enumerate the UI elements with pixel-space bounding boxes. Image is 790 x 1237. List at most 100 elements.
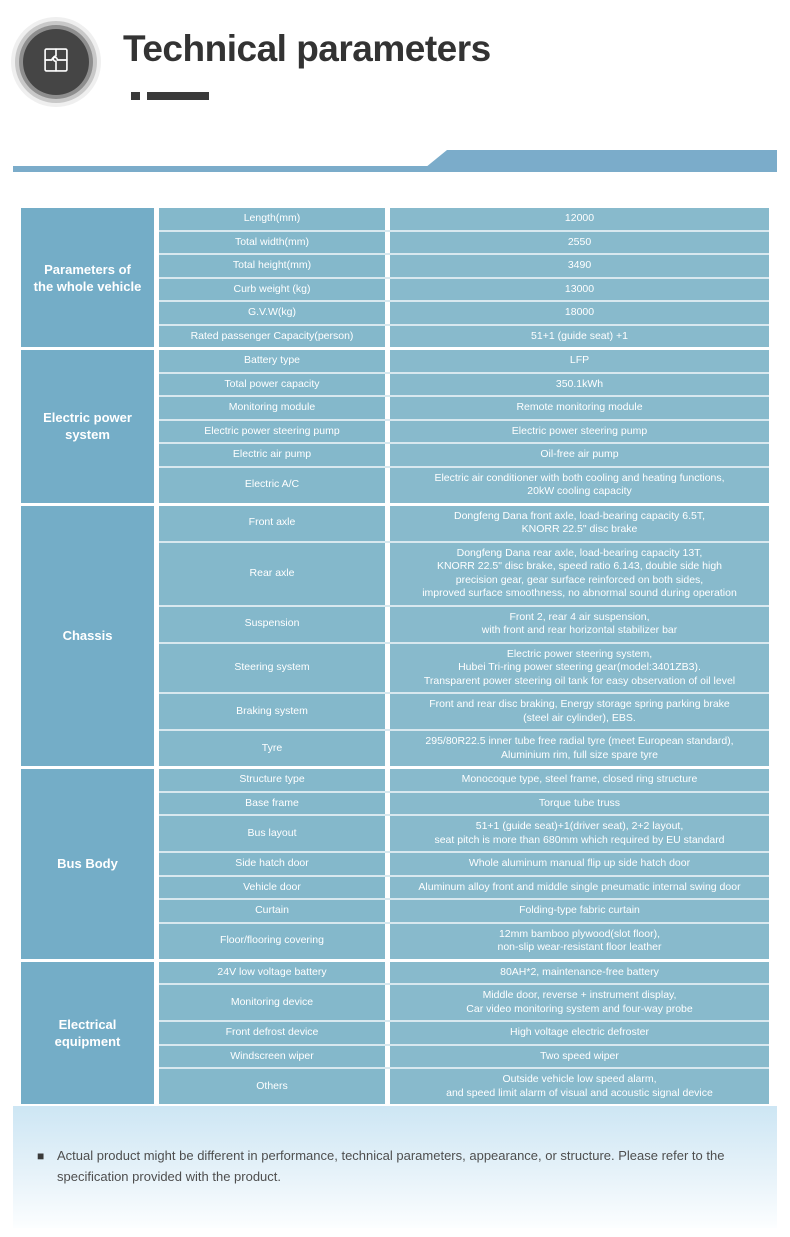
puzzle-icon-circle xyxy=(23,29,89,95)
header: Technical parameters xyxy=(0,0,790,150)
category-cell: Parameters of the whole vehicle xyxy=(21,208,154,347)
table-row: Electric A/C Electric air conditioner wit… xyxy=(159,465,769,503)
param-cell: Curtain xyxy=(159,900,385,922)
value-cell: Torque tube truss xyxy=(390,792,769,814)
table-row: 24V low voltage battery 80AH*2, maintenan… xyxy=(159,961,769,983)
table-row: Total height(mm) 3490 xyxy=(159,253,769,277)
table-row: Windscreen wiper Two speed wiper xyxy=(159,1043,769,1067)
table-row: Front defrost device High voltage electri… xyxy=(159,1020,769,1044)
value-cell: 295/80R22.5 inner tube free radial tyre … xyxy=(390,731,769,766)
param-cell: Floor/flooring covering xyxy=(159,923,385,959)
spec-section: Chassis Front axle Dongfeng Dana front axl… xyxy=(21,505,769,766)
param-cell: Monitoring device xyxy=(159,985,385,1020)
value-cell: 2550 xyxy=(390,231,769,253)
table-row: Electric air pump Oil-free air pump xyxy=(159,442,769,466)
disclaimer-note: ■ Actual product might be different in p… xyxy=(37,1146,751,1188)
table-row: Suspension Front 2, rear 4 air suspension… xyxy=(159,604,769,642)
table-row: Base frame Torque tube truss xyxy=(159,790,769,814)
section-rows: Battery type LFP Total power capacity 350.1… xyxy=(159,350,769,503)
param-cell: Tyre xyxy=(159,731,385,766)
category-cell: Chassis xyxy=(21,505,154,766)
table-row: Vehicle door Aluminum alloy front and mid… xyxy=(159,874,769,898)
value-cell: Front and rear disc braking, Energy stor… xyxy=(390,694,769,729)
value-cell: 51+1 (guide seat) +1 xyxy=(390,325,769,347)
param-cell: Suspension xyxy=(159,606,385,642)
param-cell: Others xyxy=(159,1069,385,1104)
value-cell: 3490 xyxy=(390,255,769,277)
table-row: Others Outside vehicle low speed alarm, a… xyxy=(159,1067,769,1104)
value-cell: Oil-free air pump xyxy=(390,444,769,466)
value-cell: Front 2, rear 4 air suspension, with fro… xyxy=(390,606,769,642)
value-cell: 350.1kWh xyxy=(390,373,769,395)
value-cell: Remote monitoring module xyxy=(390,397,769,419)
section-rows: Front axle Dongfeng Dana front axle, load… xyxy=(159,505,769,766)
title-underline-square xyxy=(131,92,140,100)
value-cell: Folding-type fabric curtain xyxy=(390,900,769,922)
table-row: Curtain Folding-type fabric curtain xyxy=(159,898,769,922)
spec-section: Parameters of the whole vehicle Length(mm… xyxy=(21,208,769,347)
param-cell: Bus layout xyxy=(159,816,385,851)
param-cell: Windscreen wiper xyxy=(159,1045,385,1067)
param-cell: 24V low voltage battery xyxy=(159,961,385,983)
table-row: G.V.W(kg) 18000 xyxy=(159,300,769,324)
param-cell: Total width(mm) xyxy=(159,231,385,253)
param-cell: Front defrost device xyxy=(159,1022,385,1044)
table-row: Battery type LFP xyxy=(159,350,769,372)
title-underline-bar xyxy=(147,92,209,100)
spec-section: Bus Body Structure type Monocoque type, st… xyxy=(21,769,769,959)
param-cell: Structure type xyxy=(159,769,385,791)
param-cell: Length(mm) xyxy=(159,208,385,230)
table-row: Monitoring module Remote monitoring modul… xyxy=(159,395,769,419)
param-cell: Electric power steering pump xyxy=(159,420,385,442)
value-cell: 13000 xyxy=(390,278,769,300)
table-row: Side hatch door Whole aluminum manual fli… xyxy=(159,851,769,875)
param-cell: G.V.W(kg) xyxy=(159,302,385,324)
table-row: Rated passenger Capacity(person) 51+1 (gu… xyxy=(159,323,769,347)
section-rows: 24V low voltage battery 80AH*2, maintenan… xyxy=(159,961,769,1104)
table-row: Steering system Electric power steering s… xyxy=(159,641,769,692)
param-cell: Steering system xyxy=(159,643,385,692)
category-cell: Electrical equipment xyxy=(21,961,154,1104)
value-cell: 18000 xyxy=(390,302,769,324)
section-rows: Structure type Monocoque type, steel fram… xyxy=(159,769,769,959)
value-cell: 12000 xyxy=(390,208,769,230)
param-cell: Total height(mm) xyxy=(159,255,385,277)
footer-panel: ■ Actual product might be different in p… xyxy=(13,1106,777,1228)
value-cell: Monocoque type, steel frame, closed ring… xyxy=(390,769,769,791)
param-cell: Rated passenger Capacity(person) xyxy=(159,325,385,347)
value-cell: Aluminum alloy front and middle single p… xyxy=(390,876,769,898)
param-cell: Side hatch door xyxy=(159,853,385,875)
page-title: Technical parameters xyxy=(123,28,491,69)
value-cell: Outside vehicle low speed alarm, and spe… xyxy=(390,1069,769,1104)
accent-ribbon xyxy=(13,150,777,172)
table-row: Tyre 295/80R22.5 inner tube free radial t… xyxy=(159,729,769,766)
param-cell: Battery type xyxy=(159,350,385,372)
value-cell: Electric air conditioner with both cooli… xyxy=(390,467,769,503)
category-cell: Electric power system xyxy=(21,350,154,503)
table-row: Total width(mm) 2550 xyxy=(159,229,769,253)
table-row: Braking system Front and rear disc brakin… xyxy=(159,692,769,729)
value-cell: Electric power steering system, Hubei Tr… xyxy=(390,643,769,692)
table-row: Front axle Dongfeng Dana front axle, load… xyxy=(159,505,769,541)
table-row: Curb weight (kg) 13000 xyxy=(159,276,769,300)
category-cell: Bus Body xyxy=(21,769,154,959)
value-cell: Two speed wiper xyxy=(390,1045,769,1067)
param-cell: Front axle xyxy=(159,505,385,541)
spec-section: Electrical equipment 24V low voltage batt… xyxy=(21,961,769,1104)
value-cell: Electric power steering pump xyxy=(390,420,769,442)
table-row: Monitoring device Middle door, reverse + … xyxy=(159,983,769,1020)
section-rows: Length(mm) 12000 Total width(mm) 2550 Total … xyxy=(159,208,769,347)
param-cell: Braking system xyxy=(159,694,385,729)
value-cell: Middle door, reverse + instrument displa… xyxy=(390,985,769,1020)
value-cell: Whole aluminum manual flip up side hatch… xyxy=(390,853,769,875)
table-row: Total power capacity 350.1kWh xyxy=(159,371,769,395)
table-row: Electric power steering pump Electric pow… xyxy=(159,418,769,442)
table-row: Rear axle Dongfeng Dana rear axle, load-b… xyxy=(159,540,769,605)
disclaimer-text: Actual product might be different in per… xyxy=(57,1148,725,1184)
param-cell: Rear axle xyxy=(159,542,385,605)
value-cell: Dongfeng Dana front axle, load-bearing c… xyxy=(390,505,769,541)
ribbon-thin-bar xyxy=(13,166,777,172)
value-cell: 12mm bamboo plywood(slot floor), non-sli… xyxy=(390,923,769,959)
table-row: Bus layout 51+1 (guide seat)+1(driver sea… xyxy=(159,814,769,851)
